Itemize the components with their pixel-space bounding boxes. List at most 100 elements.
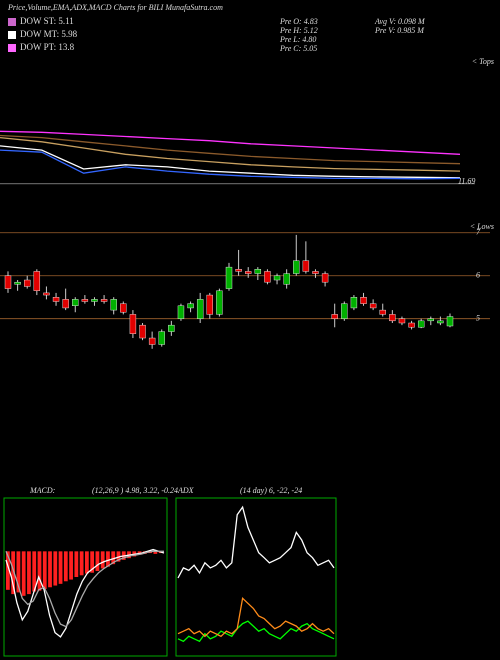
legend-swatch <box>8 31 16 39</box>
adx-line <box>177 505 335 579</box>
chart-title: Price,Volume,EMA,ADX,MACD Charts for BIL… <box>7 3 223 12</box>
histogram-bar <box>32 551 37 592</box>
candle-body <box>225 266 233 289</box>
candle-body <box>52 297 60 302</box>
histogram-bar <box>58 551 63 584</box>
candle-body <box>427 318 434 322</box>
histogram-bar <box>111 551 116 565</box>
candle-body <box>4 275 12 289</box>
candle-body <box>62 299 69 309</box>
panel-title: ADX <box>177 486 195 495</box>
candle-body <box>100 299 108 302</box>
candle-body <box>264 271 271 283</box>
stat: Pre L: 4.80 <box>279 35 316 44</box>
candle-body <box>72 299 79 307</box>
histogram-bar <box>6 551 10 590</box>
stat: Pre V: 0.985 M <box>374 26 425 35</box>
candle-body <box>312 271 319 274</box>
stat: Avg V: 0.098 M <box>374 17 426 26</box>
histogram-bar <box>95 551 100 572</box>
histogram-bar <box>106 551 110 567</box>
y-tick-label: 5 <box>476 314 480 323</box>
candle-body <box>196 299 204 319</box>
candle-body <box>33 271 41 291</box>
legend-swatch <box>8 44 16 52</box>
candle-body <box>91 299 98 302</box>
histogram-bar <box>63 551 68 582</box>
candle-body <box>177 305 185 319</box>
ema-line <box>0 149 461 180</box>
candle-body <box>120 303 127 313</box>
histogram-bar <box>153 551 158 554</box>
histogram-bar <box>48 551 52 588</box>
y-tick-label: 11.69 <box>458 177 475 186</box>
candle-body <box>389 314 396 322</box>
histogram-bar <box>90 551 95 573</box>
candle-body <box>81 299 89 302</box>
candle-body <box>110 299 117 311</box>
y-tick-label: 7 <box>476 228 481 237</box>
candle-body <box>321 273 329 283</box>
ema-line <box>0 134 461 165</box>
macd-line <box>5 550 164 628</box>
candle-body <box>129 314 137 334</box>
candle-body <box>293 260 300 274</box>
candle-body <box>148 337 156 345</box>
legend-entry: DOW PT: 13.8 <box>20 42 75 52</box>
histogram-bar <box>37 551 42 591</box>
candle-body <box>43 292 50 296</box>
ema-line <box>0 136 461 172</box>
candle-body <box>235 269 242 272</box>
macd-line <box>5 548 165 638</box>
candle-body <box>446 316 454 327</box>
panel-title: MACD: <box>29 486 56 495</box>
candle-body <box>379 309 386 315</box>
candle-body <box>398 318 406 324</box>
candle-body <box>14 281 21 285</box>
panel-subtitle: (12,26,9 ) 4.98, 3.22, -0.24 <box>92 486 178 495</box>
candle-body <box>158 331 165 345</box>
candle-body <box>24 279 31 287</box>
histogram-bar <box>21 551 26 596</box>
candle-body <box>168 324 175 332</box>
stat: Pre H: 5.12 <box>279 26 318 35</box>
histogram-bar <box>79 551 84 576</box>
candle-body <box>437 320 444 324</box>
histogram-bar <box>100 551 105 569</box>
histogram-bar <box>53 551 58 586</box>
ema-line <box>0 145 461 179</box>
histogram-bar <box>42 551 47 589</box>
lows-label: < Lows <box>470 222 494 231</box>
candle-body <box>331 314 338 319</box>
candle-body <box>341 303 348 319</box>
adx-panel <box>175 497 337 657</box>
candle-body <box>408 322 415 328</box>
legend-swatch <box>8 18 16 26</box>
histogram-bar <box>69 551 73 580</box>
legend-entry: DOW ST: 5.11 <box>20 16 74 26</box>
candle-body <box>206 294 213 315</box>
ema-line <box>0 130 461 155</box>
candle-body <box>139 324 146 339</box>
candle-body <box>187 303 194 309</box>
candle-body <box>369 303 377 309</box>
candle-body <box>254 269 262 274</box>
candle-body <box>360 297 367 304</box>
histogram-bar <box>74 551 79 577</box>
candle-body <box>350 297 358 309</box>
panel-subtitle: (14 day) 6, -22, -24 <box>240 486 302 495</box>
stat: Pre O: 4.83 <box>279 17 318 26</box>
histogram-bar <box>11 551 16 595</box>
candle-body <box>245 271 252 274</box>
candle-body <box>283 273 290 285</box>
candle-body <box>417 320 425 328</box>
candle-body <box>273 275 281 281</box>
tops-label: < Tops <box>472 57 494 66</box>
histogram-bar <box>85 551 89 574</box>
candle-body <box>302 260 310 272</box>
candle-body <box>216 290 223 315</box>
histogram-bar <box>16 551 21 593</box>
y-tick-label: 6 <box>476 271 480 280</box>
